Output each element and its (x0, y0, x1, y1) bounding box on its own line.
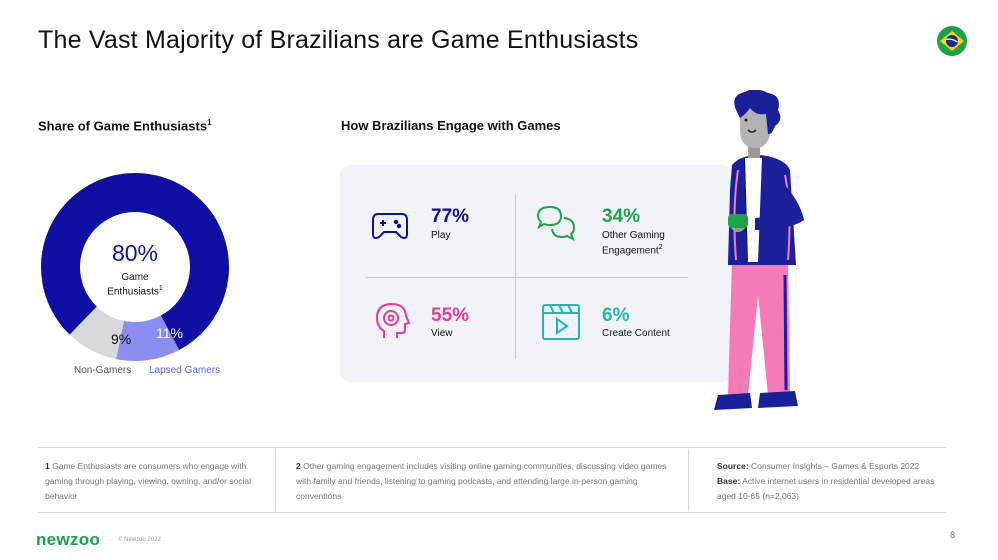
gamer-illustration (714, 90, 804, 410)
view-label: View (431, 328, 453, 339)
legend-non-gamers: Non-Gamers (74, 365, 132, 376)
create-content-label: Create Content (602, 328, 670, 339)
footnote-1: 1 Game Enthusiasts are consumers who eng… (45, 461, 252, 501)
footer-divider-bottom (38, 512, 946, 513)
page-number: 8 (950, 530, 956, 540)
donut-slice-enthusiasts (41, 172, 229, 350)
gamepad-icon (372, 213, 408, 239)
enthusiasts-section-title: Share of Game Enthusiasts1 (38, 118, 212, 134)
footer-divider-2 (688, 449, 689, 511)
lapsed-gamers-pct: 11% (156, 325, 183, 341)
view-pct: 55% (431, 305, 470, 326)
footer-divider-1 (275, 449, 276, 511)
donut-slice-non-gamers (69, 306, 124, 360)
legend-lapsed-gamers: Lapsed Gamers (149, 365, 221, 376)
other-engagement-pct: 34% (602, 206, 641, 227)
create-content-pct: 6% (602, 305, 630, 326)
chat-bubbles-icon (536, 205, 576, 242)
play-label: Play (431, 230, 451, 241)
source-note: Source: Consumer Insights – Games & Espo… (717, 461, 935, 501)
enthusiasts-donut-chart (41, 172, 229, 361)
enthusiasts-label: Game Enthusiasts1 (107, 272, 163, 298)
enthusiasts-pct: 80% (111, 240, 159, 266)
page-title: The Vast Majority of Brazilians are Game… (38, 26, 639, 54)
engagement-section-title: How Brazilians Engage with Games (341, 118, 561, 133)
newzoo-logo[interactable]: newzoo (36, 530, 101, 549)
engagement-panel (340, 165, 732, 382)
copyright: © Newzoo 2022 (118, 537, 161, 543)
video-clapper-icon (542, 304, 580, 340)
footnote-2: 2 Other gaming engagement includes visit… (296, 461, 667, 501)
play-pct: 77% (431, 206, 470, 227)
panel-divider-horizontal (366, 277, 688, 278)
non-gamers-pct: 9% (111, 331, 132, 347)
head-eye-icon (375, 302, 411, 338)
donut-center: 80% Game Enthusiasts1 (40, 172, 230, 362)
donut-slice-lapsed (116, 315, 180, 361)
brazil-flag-icon (937, 26, 967, 56)
other-engagement-label: Other Gaming Engagement2 (602, 230, 665, 257)
panel-divider-vertical (515, 194, 516, 359)
footer-divider-top (38, 447, 946, 448)
